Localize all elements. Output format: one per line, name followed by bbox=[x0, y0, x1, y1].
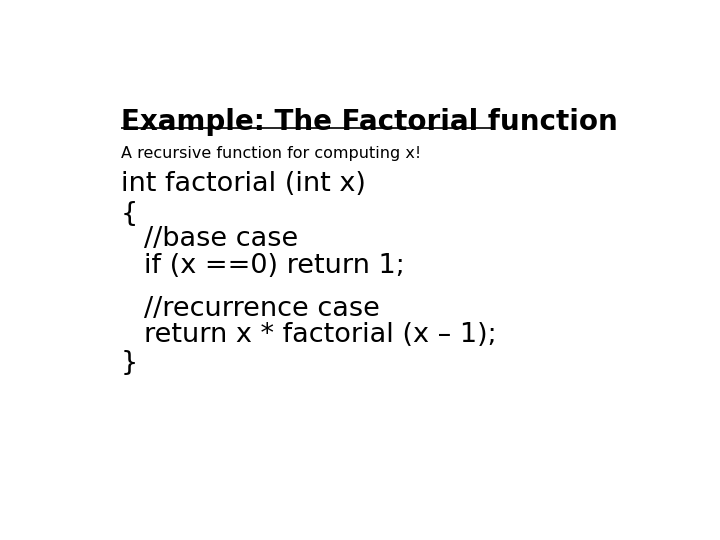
Text: }: } bbox=[121, 349, 138, 376]
Text: Example: The Factorial function: Example: The Factorial function bbox=[121, 109, 618, 137]
Text: //base case: //base case bbox=[144, 226, 298, 252]
Text: int factorial (int x): int factorial (int x) bbox=[121, 171, 366, 197]
Text: //recurrence case: //recurrence case bbox=[144, 295, 380, 321]
Text: return x * factorial (x – 1);: return x * factorial (x – 1); bbox=[144, 322, 497, 348]
Text: if (x ==0) return 1;: if (x ==0) return 1; bbox=[144, 253, 405, 279]
Text: A recursive function for computing x!: A recursive function for computing x! bbox=[121, 146, 420, 161]
Text: {: { bbox=[121, 201, 138, 227]
